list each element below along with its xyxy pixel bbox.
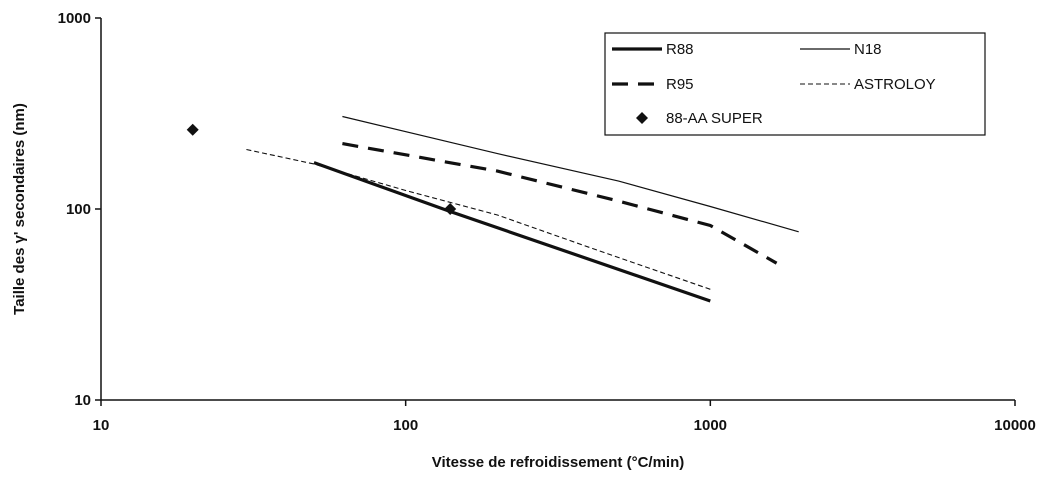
x-tick-label: 10 xyxy=(93,417,110,434)
series-astroloy-line xyxy=(246,148,711,290)
legend-symbol-88-aa-super xyxy=(636,112,648,124)
legend-items: R88 N18 R95 ASTROLOY 88-AA SUPER xyxy=(612,41,936,127)
series-r88-line xyxy=(313,161,711,303)
x-tick-label: 10000 xyxy=(994,417,1036,434)
series-layer xyxy=(186,115,799,303)
y-tick-label: 100 xyxy=(66,201,91,218)
legend-label-r88: R88 xyxy=(666,41,694,58)
x-axis-title: Vitesse de refroidissement (°C/min) xyxy=(432,454,684,471)
axis-ticks xyxy=(95,17,1016,406)
series-88-aa-super-point xyxy=(444,203,457,215)
x-tick-label: 1000 xyxy=(694,417,727,434)
series-88-aa-super-point xyxy=(186,123,199,136)
y-axis-title: Taille des γ' secondaires (nm) xyxy=(11,103,28,315)
series-n18-line xyxy=(342,115,799,233)
legend-label-88-aa-super: 88-AA SUPER xyxy=(666,110,763,127)
y-tick-label: 1000 xyxy=(58,10,91,27)
legend-label-n18: N18 xyxy=(854,41,882,58)
legend-label-r95: R95 xyxy=(666,76,694,93)
legend: R88 N18 R95 ASTROLOY 88-AA SUPER xyxy=(604,32,986,136)
y-tick-label: 10 xyxy=(74,392,91,409)
series-r95-line xyxy=(342,142,778,265)
x-tick-label: 100 xyxy=(393,417,418,434)
tick-labels: 10 100 1000 10000 10 100 1000 xyxy=(58,10,1036,434)
legend-box xyxy=(604,32,986,136)
legend-label-astroloy: ASTROLOY xyxy=(854,76,936,93)
